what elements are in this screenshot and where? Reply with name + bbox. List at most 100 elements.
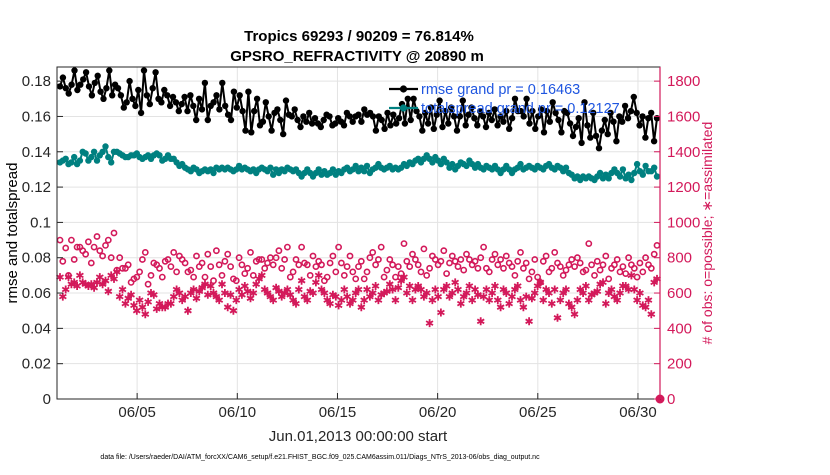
obs-possible-marker <box>374 256 382 263</box>
data-point <box>152 69 159 76</box>
data-point <box>288 113 295 120</box>
obs-possible-marker <box>289 268 297 276</box>
y-tick-label: 0.06 <box>22 285 51 302</box>
data-point <box>477 107 484 115</box>
obs-assimilated-marker <box>616 289 624 297</box>
obs-possible-marker <box>107 254 115 262</box>
obs-possible-marker <box>511 271 519 279</box>
obs-assimilated-marker <box>468 296 477 305</box>
data-point <box>94 72 101 80</box>
data-point <box>308 120 316 127</box>
data-point <box>262 99 269 106</box>
obs-possible-marker <box>269 261 277 269</box>
data-point <box>648 109 655 117</box>
legend-label-rmse: rmse grand pr = 0.16463 <box>421 82 580 98</box>
obs-assimilated-marker <box>417 285 425 294</box>
data-point <box>537 106 545 113</box>
data-point <box>65 90 72 97</box>
data-point <box>219 79 226 87</box>
data-point <box>108 159 115 166</box>
data-point <box>88 92 96 99</box>
obs-assimilated-marker <box>343 292 352 301</box>
obs-assimilated-marker <box>456 299 465 308</box>
obs-possible-marker <box>283 243 291 251</box>
data-point <box>549 99 556 106</box>
obs-possible-marker <box>158 273 166 281</box>
data-point <box>259 118 267 125</box>
obs-assimilated-marker <box>118 285 127 294</box>
obs-possible-marker <box>517 248 524 256</box>
obs-possible-marker <box>448 252 456 260</box>
obs-possible-marker <box>471 257 479 265</box>
data-point <box>156 152 163 159</box>
data-point <box>280 130 287 138</box>
obs-assimilated-marker <box>388 285 397 294</box>
obs-assimilated-marker <box>61 285 70 294</box>
obs-assimilated-marker <box>363 285 371 294</box>
obs-possible-marker <box>82 250 89 258</box>
data-point <box>143 92 151 99</box>
obs-possible-marker <box>633 273 641 281</box>
obs-possible-marker <box>372 261 379 269</box>
data-point <box>429 159 436 166</box>
obs-possible-marker <box>119 264 126 272</box>
data-point <box>90 148 98 155</box>
data-point <box>543 107 551 115</box>
data-point <box>642 134 649 141</box>
y-right-tick-label: 800 <box>667 250 692 267</box>
obs-possible-marker <box>241 270 249 277</box>
obs-assimilated-marker <box>613 296 622 305</box>
y-tick-label: 0.12 <box>22 179 51 196</box>
data-point <box>427 104 435 111</box>
data-point <box>453 127 461 134</box>
obs-assimilated-marker <box>303 296 312 305</box>
obs-possible-marker <box>389 261 396 269</box>
data-point <box>198 106 206 113</box>
obs-assimilated-marker <box>437 308 445 317</box>
obs-assimilated-marker <box>647 310 656 319</box>
data-point <box>317 123 324 131</box>
obs-possible-marker <box>497 256 504 263</box>
y-right-tick-label: 600 <box>667 285 692 302</box>
data-point <box>474 122 481 129</box>
data-point <box>468 104 475 111</box>
data-point <box>105 153 112 161</box>
data-point <box>590 109 597 117</box>
obs-possible-marker <box>465 256 473 263</box>
obs-possible-marker <box>190 273 197 281</box>
data-point <box>651 164 658 171</box>
obs-possible-marker <box>326 259 334 267</box>
data-point <box>56 83 64 90</box>
obs-assimilated-marker <box>539 296 548 305</box>
obs-possible-marker <box>306 271 314 279</box>
obs-assimilated-marker <box>371 282 380 290</box>
data-point <box>616 113 623 120</box>
obs-possible-marker <box>392 273 399 281</box>
data-point <box>303 118 310 125</box>
obs-assimilated-marker <box>215 296 224 305</box>
obs-possible-marker <box>406 263 414 270</box>
y-axis-left: 0 0.02 0.04 0.06 0.08 0.1 0.12 0.14 0.16 0.18 <box>22 73 63 408</box>
obs-assimilated-marker <box>653 274 661 283</box>
data-point <box>106 67 113 74</box>
data-point <box>558 129 565 136</box>
data-point <box>500 118 507 125</box>
obs-possible-marker <box>96 247 104 255</box>
data-point <box>361 168 368 175</box>
obs-possible-marker <box>258 256 266 263</box>
data-point <box>387 122 394 129</box>
obs-assimilated-marker <box>144 297 153 306</box>
obs-assimilated-marker <box>545 289 553 297</box>
obs-possible-marker <box>62 244 70 252</box>
obs-assimilated-marker <box>383 287 391 296</box>
data-point <box>463 162 470 170</box>
obs-possible-marker <box>488 256 496 263</box>
obs-assimilated-marker <box>425 319 434 328</box>
chart-title: Tropics 69293 / 90209 = 76.814% <box>244 28 474 45</box>
obs-assimilated-marker <box>567 303 576 312</box>
obs-assimilated-marker <box>402 289 411 297</box>
obs-assimilated-marker <box>530 289 539 297</box>
obs-assimilated-marker <box>192 294 201 303</box>
obs-possible-marker <box>642 254 649 262</box>
